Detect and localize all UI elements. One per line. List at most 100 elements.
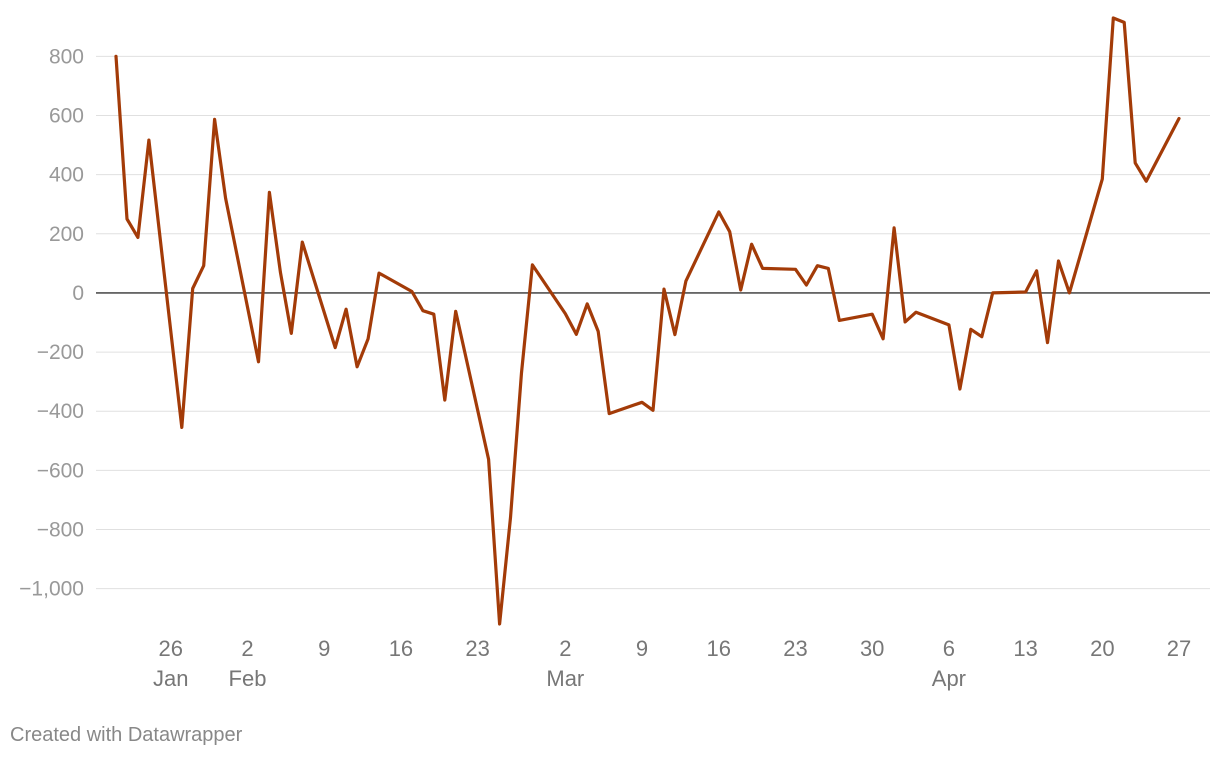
data-point[interactable] — [943, 319, 955, 331]
data-point[interactable] — [285, 327, 297, 339]
data-point[interactable] — [253, 356, 265, 368]
data-point[interactable] — [198, 260, 210, 272]
x-tick-label: 9 — [636, 636, 648, 661]
data-point[interactable] — [143, 134, 155, 146]
x-month-label: Mar — [546, 666, 584, 691]
data-point[interactable] — [1063, 287, 1075, 299]
y-tick-label: −1,000 — [19, 578, 84, 601]
data-point[interactable] — [658, 283, 670, 295]
data-point[interactable] — [800, 279, 812, 291]
data-point[interactable] — [790, 263, 802, 275]
data-point[interactable] — [1096, 173, 1108, 185]
data-point[interactable] — [636, 396, 648, 408]
x-tick-label: 27 — [1167, 636, 1191, 661]
y-axis-ticks: 800 600 400 200 0 −200 −400 −600 −800 −1,000 — [19, 45, 84, 600]
x-tick-label: 6 — [943, 636, 955, 661]
data-point[interactable] — [340, 303, 352, 315]
data-point[interactable] — [1107, 12, 1119, 24]
data-point[interactable] — [176, 421, 188, 433]
x-tick-label: 2 — [241, 636, 253, 661]
data-point[interactable] — [757, 262, 769, 274]
y-tick-label: −200 — [37, 341, 84, 364]
x-tick-label: 23 — [783, 636, 807, 661]
data-point[interactable] — [592, 325, 604, 337]
data-point[interactable] — [373, 267, 385, 279]
y-tick-label: 800 — [49, 45, 84, 68]
data-point[interactable] — [526, 259, 538, 271]
data-point[interactable] — [494, 618, 506, 630]
data-point[interactable] — [866, 308, 878, 320]
data-point[interactable] — [329, 342, 341, 354]
data-point[interactable] — [263, 186, 275, 198]
x-tick-label: 2 — [559, 636, 571, 661]
x-month-label: Jan — [153, 666, 188, 691]
data-point[interactable] — [417, 305, 429, 317]
datawrapper-credit[interactable]: Created with Datawrapper — [10, 724, 243, 746]
data-point[interactable] — [209, 113, 221, 125]
data-point[interactable] — [428, 308, 440, 320]
data-point[interactable] — [505, 512, 517, 524]
data-point[interactable] — [724, 226, 736, 238]
data-point[interactable] — [187, 283, 199, 295]
x-tick-label: 30 — [860, 636, 884, 661]
data-point[interactable] — [713, 206, 725, 218]
data-point[interactable] — [450, 305, 462, 317]
data-point[interactable] — [899, 316, 911, 328]
data-point[interactable] — [1173, 113, 1185, 125]
data-point[interactable] — [220, 192, 232, 204]
data-point[interactable] — [121, 213, 133, 225]
data-point[interactable] — [910, 306, 922, 318]
y-tick-label: 400 — [49, 164, 84, 187]
data-point[interactable] — [516, 367, 528, 379]
data-point[interactable] — [965, 323, 977, 335]
y-tick-label: −600 — [37, 459, 84, 482]
data-point[interactable] — [822, 262, 834, 274]
data-point[interactable] — [406, 286, 418, 298]
data-point[interactable] — [735, 284, 747, 296]
data-point[interactable] — [954, 383, 966, 395]
data-point[interactable] — [296, 236, 308, 248]
series-layer — [110, 12, 1185, 630]
data-point[interactable] — [603, 408, 615, 420]
x-month-label: Apr — [932, 666, 966, 691]
data-point[interactable] — [1053, 255, 1065, 267]
data-point[interactable] — [483, 453, 495, 465]
data-point[interactable] — [888, 222, 900, 234]
data-point[interactable] — [976, 331, 988, 343]
x-tick-label: 23 — [465, 636, 489, 661]
data-point[interactable] — [811, 260, 823, 272]
y-tick-label: 0 — [72, 282, 84, 305]
data-point[interactable] — [1042, 337, 1054, 349]
data-point[interactable] — [274, 266, 286, 278]
data-point[interactable] — [669, 329, 681, 341]
data-point[interactable] — [559, 308, 571, 320]
data-point[interactable] — [1031, 265, 1043, 277]
data-point[interactable] — [647, 404, 659, 416]
x-tick-label: 16 — [707, 636, 731, 661]
data-point[interactable] — [987, 287, 999, 299]
data-point[interactable] — [1129, 157, 1141, 169]
data-point[interactable] — [1140, 175, 1152, 187]
x-axis-ticks: 26 Jan 2 Feb 9 16 23 2 Mar 9 16 23 30 6 Apr 13 20 27 — [153, 636, 1191, 691]
data-point[interactable] — [439, 394, 451, 406]
data-point[interactable] — [351, 361, 363, 373]
data-point[interactable] — [746, 238, 758, 250]
data-point[interactable] — [833, 314, 845, 326]
y-tick-label: 200 — [49, 223, 84, 246]
data-point[interactable] — [1020, 286, 1032, 298]
data-point[interactable] — [1118, 16, 1130, 28]
data-point[interactable] — [680, 275, 692, 287]
x-tick-label: 13 — [1013, 636, 1037, 661]
data-point[interactable] — [132, 231, 144, 243]
data-point[interactable] — [581, 298, 593, 310]
series-line — [114, 16, 1181, 626]
y-tick-label: −400 — [37, 400, 84, 423]
data-point[interactable] — [110, 50, 122, 62]
data-point[interactable] — [362, 333, 374, 345]
y-tick-label: 600 — [49, 105, 84, 128]
data-point[interactable] — [877, 333, 889, 345]
x-tick-label: 9 — [318, 636, 330, 661]
x-month-label: Feb — [229, 666, 267, 691]
data-point[interactable] — [570, 328, 582, 340]
